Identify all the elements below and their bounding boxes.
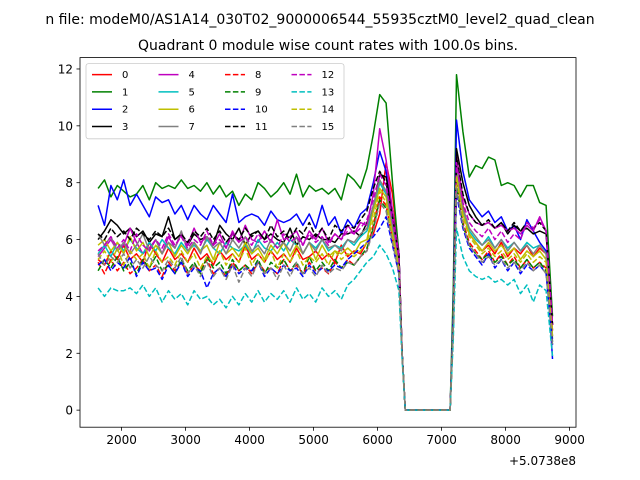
- axes-layer: 2000 3000 4000 5000 6000 7000 8000 900002468101…: [58, 57, 585, 447]
- series-line-2: [97, 119, 554, 411]
- series-line-5: [97, 173, 554, 411]
- x-tick-label: 9000: [554, 433, 585, 447]
- legend-box: [85, 63, 345, 140]
- series-line-12: [97, 162, 554, 411]
- legend-label-9: 9: [255, 87, 261, 98]
- legend-label-7: 7: [189, 122, 195, 133]
- y-tick-label: 12: [58, 62, 73, 76]
- legend-label-14: 14: [322, 105, 335, 116]
- series-line-14: [97, 176, 554, 411]
- legend-label-5: 5: [189, 87, 195, 98]
- y-tick-label: 0: [65, 404, 73, 418]
- x-tick-label: 7000: [426, 433, 457, 447]
- legend-label-8: 8: [255, 70, 261, 81]
- series-line-13: [97, 227, 554, 411]
- series-line-15: [97, 187, 554, 411]
- legend-label-15: 15: [322, 122, 335, 133]
- legend-label-2: 2: [122, 105, 128, 116]
- legend-label-0: 0: [122, 70, 128, 81]
- legend-label-10: 10: [255, 105, 268, 116]
- legend-label-1: 1: [122, 87, 128, 98]
- x-tick-label: 3000: [170, 433, 201, 447]
- legend-label-13: 13: [322, 87, 335, 98]
- y-tick-label: 2: [65, 347, 73, 361]
- x-offset-label: +5.0738e8: [509, 454, 576, 468]
- series-line-6: [97, 170, 554, 411]
- legend-label-4: 4: [189, 70, 195, 81]
- series-line-10: [97, 193, 554, 411]
- legend-label-3: 3: [122, 122, 128, 133]
- series-line-7: [97, 164, 554, 411]
- series-layer: [97, 73, 554, 411]
- series-line-9: [97, 184, 554, 411]
- chart-title: Quadrant 0 module wise count rates with …: [138, 38, 518, 54]
- series-line-1: [97, 73, 554, 411]
- y-tick-label: 4: [65, 290, 73, 304]
- x-tick-label: 8000: [490, 433, 521, 447]
- axes-frame: [79, 57, 577, 428]
- legend-label-12: 12: [322, 70, 335, 81]
- x-tick-label: 6000: [362, 433, 393, 447]
- x-tick-label: 5000: [298, 433, 329, 447]
- figure-suptitle: n file: modeM0/AS1A14_030T02_9000006544_…: [45, 12, 594, 28]
- y-tick-label: 10: [58, 119, 73, 133]
- series-line-11: [97, 156, 554, 411]
- legend-label-6: 6: [189, 105, 195, 116]
- y-tick-label: 8: [65, 176, 73, 190]
- x-tick-label: 2000: [106, 433, 137, 447]
- x-tick-label: 4000: [234, 433, 265, 447]
- legend-label-11: 11: [255, 122, 268, 133]
- y-tick-label: 6: [65, 233, 73, 247]
